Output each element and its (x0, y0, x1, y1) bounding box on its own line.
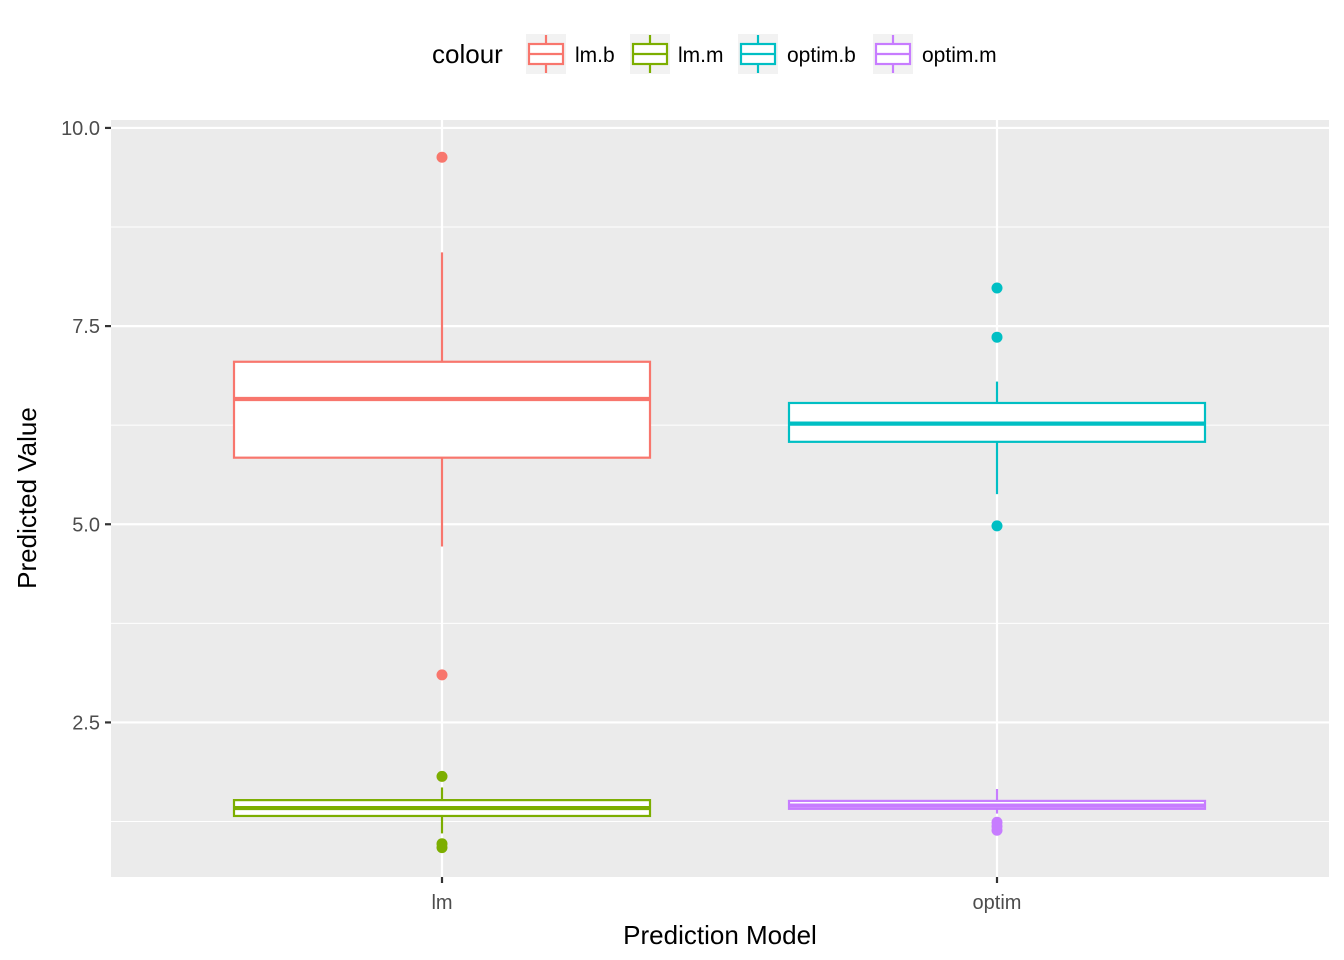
box-optim-b (787, 282, 1207, 532)
outlier-optim-b-1 (991, 331, 1003, 343)
outlier-lm-m-2 (436, 842, 448, 854)
y-axis: 2.5 5.0 7.5 10.0 (61, 118, 111, 734)
box-series (232, 151, 1207, 854)
x-axis: lm optim (431, 877, 1021, 914)
box-lm-b (232, 151, 652, 681)
legend-entry-optim-m: optim.m (873, 34, 997, 74)
x-tick-label-optim: optim (973, 892, 1022, 914)
outlier-lm-b-0 (436, 151, 448, 163)
legend-label-optim-b: optim.b (787, 44, 856, 67)
legend-label-lm-m: lm.m (678, 44, 724, 67)
legend-label-optim-m: optim.m (922, 44, 997, 67)
outlier-optim-m-2 (991, 824, 1003, 836)
outlier-lm-b-1 (436, 669, 448, 681)
y-tick-label-2: 7.5 (72, 316, 100, 338)
iqr-box-lm-b (232, 360, 652, 459)
legend-title: colour (432, 39, 503, 69)
y-tick-label-1: 5.0 (72, 514, 100, 536)
y-tick-label-0: 2.5 (72, 712, 100, 734)
y-tick-label-3: 10.0 (61, 118, 100, 140)
legend: colour lm.b lm.m optim.b optim.m (432, 34, 997, 74)
box-lm-m (232, 770, 652, 854)
y-axis-title: Predicted Value (12, 407, 42, 589)
box-optim-m (787, 789, 1207, 836)
legend-label-lm-b: lm.b (575, 44, 615, 67)
plot-panel (111, 120, 1329, 877)
outlier-lm-m-0 (436, 770, 448, 782)
outlier-optim-b-2 (991, 520, 1003, 532)
x-tick-label-lm: lm (431, 892, 452, 914)
x-axis-title: Prediction Model (623, 920, 817, 950)
outlier-optim-b-0 (991, 282, 1003, 294)
legend-entry-lm-m: lm.m (630, 34, 724, 74)
legend-entry-optim-b: optim.b (738, 34, 856, 74)
legend-entry-lm-b: lm.b (526, 34, 615, 74)
